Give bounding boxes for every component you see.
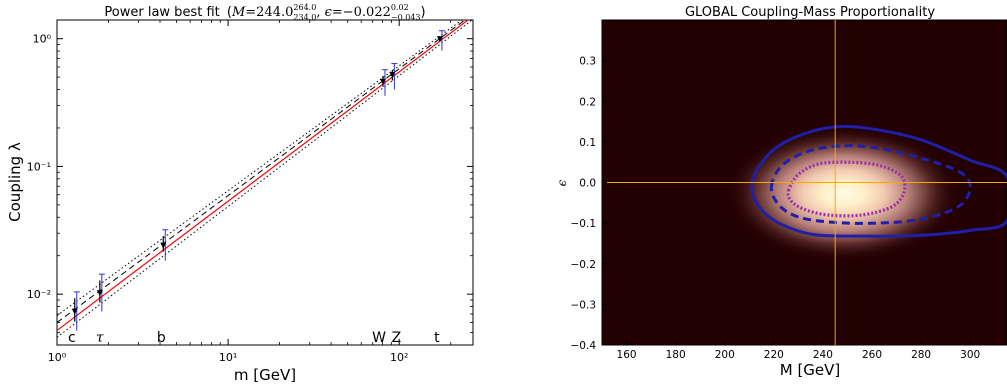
right-y-tick-label: −0.2 [571,259,597,271]
marker-Z [389,71,396,78]
marker-W [379,78,386,85]
data-point-tau [96,273,105,312]
right-y-tick-label: 0.0 [579,178,596,190]
left-x-tick-label: 10² [390,351,408,364]
right-y-axis-label: ϵ [555,179,569,186]
heatmap-layer [602,20,1007,345]
particle-label-0: c [68,330,76,346]
data-point-t [436,30,445,51]
title-eps-upper: 0.02 [391,3,409,12]
particle-label-2: b [157,330,166,346]
contour-middle [769,144,972,225]
particle-label-5: t [434,330,440,346]
left-ticks: 10⁰ 10¹ 10² 10⁻² 10⁻¹ 10⁰ [27,20,473,364]
particle-label-3: W [372,330,386,346]
left-y-axis-label: Coupling λ [6,142,24,222]
contour-inner [786,160,907,218]
right-x-axis-label: M [GeV] [780,361,841,379]
left-x-axis-label: m [GeV] [234,366,296,384]
right-x-tick-label: 260 [862,349,882,361]
right-y-tick-label: 0.2 [579,96,596,108]
left-y-tick-label: 10⁻¹ [27,160,51,173]
title-eps-lower: −0.043 [391,13,421,22]
title-eps-value: −0.022 [343,5,391,20]
power-law-panel: Power law best fit (M=244.0264.0 234.0, ϵ… [6,3,474,384]
marker-c [71,308,78,315]
marker-tau [96,290,103,297]
fit-lines [57,20,473,338]
fit-line-dotted-2 [57,20,463,316]
fit-line-dashed-1 [57,20,466,323]
right-y-tick-label: 0.1 [579,137,596,149]
left-title-text: Power law best fit [104,5,219,20]
particle-label-4: Z [392,330,402,346]
right-x-tick-label: 300 [960,349,980,361]
right-x-tick-label: 220 [764,349,784,361]
left-plot-area [56,19,474,346]
data-points [71,30,445,331]
title-eps-symbol: ϵ [325,5,333,20]
title-M-upper: 264.0 [293,3,316,12]
likelihood-glow [725,125,962,262]
left-y-tick-label: 10⁰ [33,33,52,46]
right-x-tick-label: 280 [911,349,931,361]
right-x-tick-label: 180 [666,349,686,361]
contours [750,124,1007,238]
title-M-value: 244.0 [256,5,293,20]
title-M-lower: 234.0 [293,13,316,22]
right-x-tick-label: 240 [813,349,833,361]
left-x-tick-label: 10¹ [219,351,237,364]
marker-b [160,242,167,249]
fit-line-dotted-3 [57,20,473,338]
particle-label-1: τ [96,330,104,346]
title-M-symbol: M [231,5,246,20]
right-chart-title: GLOBAL Coupling-Mass Proportionality [685,5,935,20]
data-point-c [71,291,80,331]
left-x-tick-label: 10⁰ [48,351,67,364]
right-y-tick-label: 0.3 [579,56,596,68]
left-chart-title: Power law best fit (M=244.0264.0 234.0, ϵ… [104,3,425,22]
right-ticks: 160 180 200 220 240 260 280 300 −0.4 −0.3 −0.2 −0.1… [571,56,981,361]
right-y-tick-label: −0.4 [571,340,597,352]
contour-outer [750,124,1007,238]
right-x-tick-label: 200 [715,349,735,361]
right-x-tick-label: 160 [617,349,637,361]
right-y-tick-label: −0.1 [571,218,597,230]
right-y-tick-label: −0.3 [571,299,597,311]
data-point-Z [389,63,398,90]
data-point-b [160,229,169,261]
data-point-W [379,69,388,96]
proportionality-panel: GLOBAL Coupling-Mass Proportionality 160… [555,5,1007,379]
left-y-tick-label: 10⁻² [27,288,51,301]
marker-t [436,36,443,43]
fit-line-solid-0 [57,20,469,331]
